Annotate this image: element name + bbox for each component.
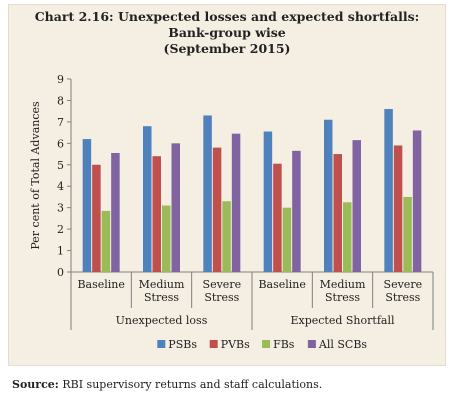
bar-fbs	[222, 201, 231, 272]
chart-title-line-1: Chart 2.16: Unexpected losses and expect…	[34, 9, 420, 24]
x-category-label: Stress	[325, 291, 360, 304]
y-tick-label: 5	[57, 159, 64, 172]
bar-psbs	[324, 119, 333, 272]
x-category-label: Stress	[204, 291, 239, 304]
x-group-label: Unexpected loss	[116, 314, 208, 327]
y-axis-title: Per cent of Total Advances	[29, 101, 42, 250]
bar-pvbs	[152, 156, 161, 272]
x-category-label: Baseline	[258, 278, 305, 291]
bar-fbs	[282, 207, 292, 272]
chart-frame: Chart 2.16: Unexpected losses and expect…	[8, 4, 446, 366]
x-category-label: Severe	[384, 278, 423, 291]
bar-pvbs	[393, 145, 403, 272]
legend-label: PSBs	[168, 338, 197, 351]
bar-pvbs	[212, 147, 222, 272]
y-tick-label: 0	[57, 266, 64, 279]
y-tick-label: 2	[57, 223, 64, 236]
bar-pvbs	[273, 163, 282, 272]
x-category-label: Medium	[139, 278, 185, 291]
bar-psbs	[384, 109, 393, 273]
legend-swatch	[307, 340, 316, 348]
legend-swatch	[157, 340, 166, 348]
bar-pvbs	[333, 154, 342, 272]
source-label: Source:	[12, 378, 59, 391]
bar-psbs	[263, 131, 273, 272]
source-note: Source: RBI supervisory returns and staf…	[12, 378, 322, 391]
y-tick-label: 8	[57, 94, 64, 107]
legend-label: FBs	[273, 338, 295, 351]
y-tick-label: 3	[57, 202, 64, 215]
y-tick-label: 6	[57, 137, 64, 150]
y-tick-label: 1	[57, 245, 64, 258]
legend-label: PVBs	[221, 338, 250, 351]
bar-all-scbs	[412, 130, 422, 272]
x-category-label: Stress	[385, 291, 420, 304]
x-category-label: Severe	[203, 278, 242, 291]
bar-fbs	[101, 210, 111, 272]
bar-all-scbs	[352, 140, 361, 272]
chart-title-line-3: (September 2015)	[163, 41, 291, 56]
x-category-label: Medium	[320, 278, 366, 291]
bar-chart: 0 1 2 3 4 5 6 7 8 9 Per cent of Total Advances Base…	[29, 73, 434, 351]
bar-all-scbs	[231, 133, 241, 272]
x-group-label: Expected Shortfall	[290, 314, 394, 327]
bar-all-scbs	[171, 143, 180, 272]
legend-swatch	[209, 340, 218, 348]
bar-fbs	[162, 205, 171, 272]
bar-all-scbs	[292, 150, 301, 272]
source-text: RBI supervisory returns and staff calcul…	[58, 378, 323, 391]
y-tick-label: 4	[57, 180, 64, 193]
bar-pvbs	[92, 164, 101, 272]
bar-fbs	[343, 202, 352, 272]
bar-psbs	[203, 115, 212, 272]
bar-all-scbs	[111, 152, 120, 272]
bar-psbs	[143, 126, 152, 272]
x-category-label: Stress	[144, 291, 179, 304]
bar-fbs	[403, 196, 412, 272]
legend-label: All SCBs	[318, 338, 368, 351]
y-tick-label: 7	[57, 116, 64, 129]
x-category-label: Baseline	[77, 278, 124, 291]
legend-swatch	[262, 340, 271, 348]
y-tick-label: 9	[57, 73, 64, 86]
bar-psbs	[82, 139, 92, 272]
chart-title-line-2: Bank-group wise	[168, 25, 286, 40]
